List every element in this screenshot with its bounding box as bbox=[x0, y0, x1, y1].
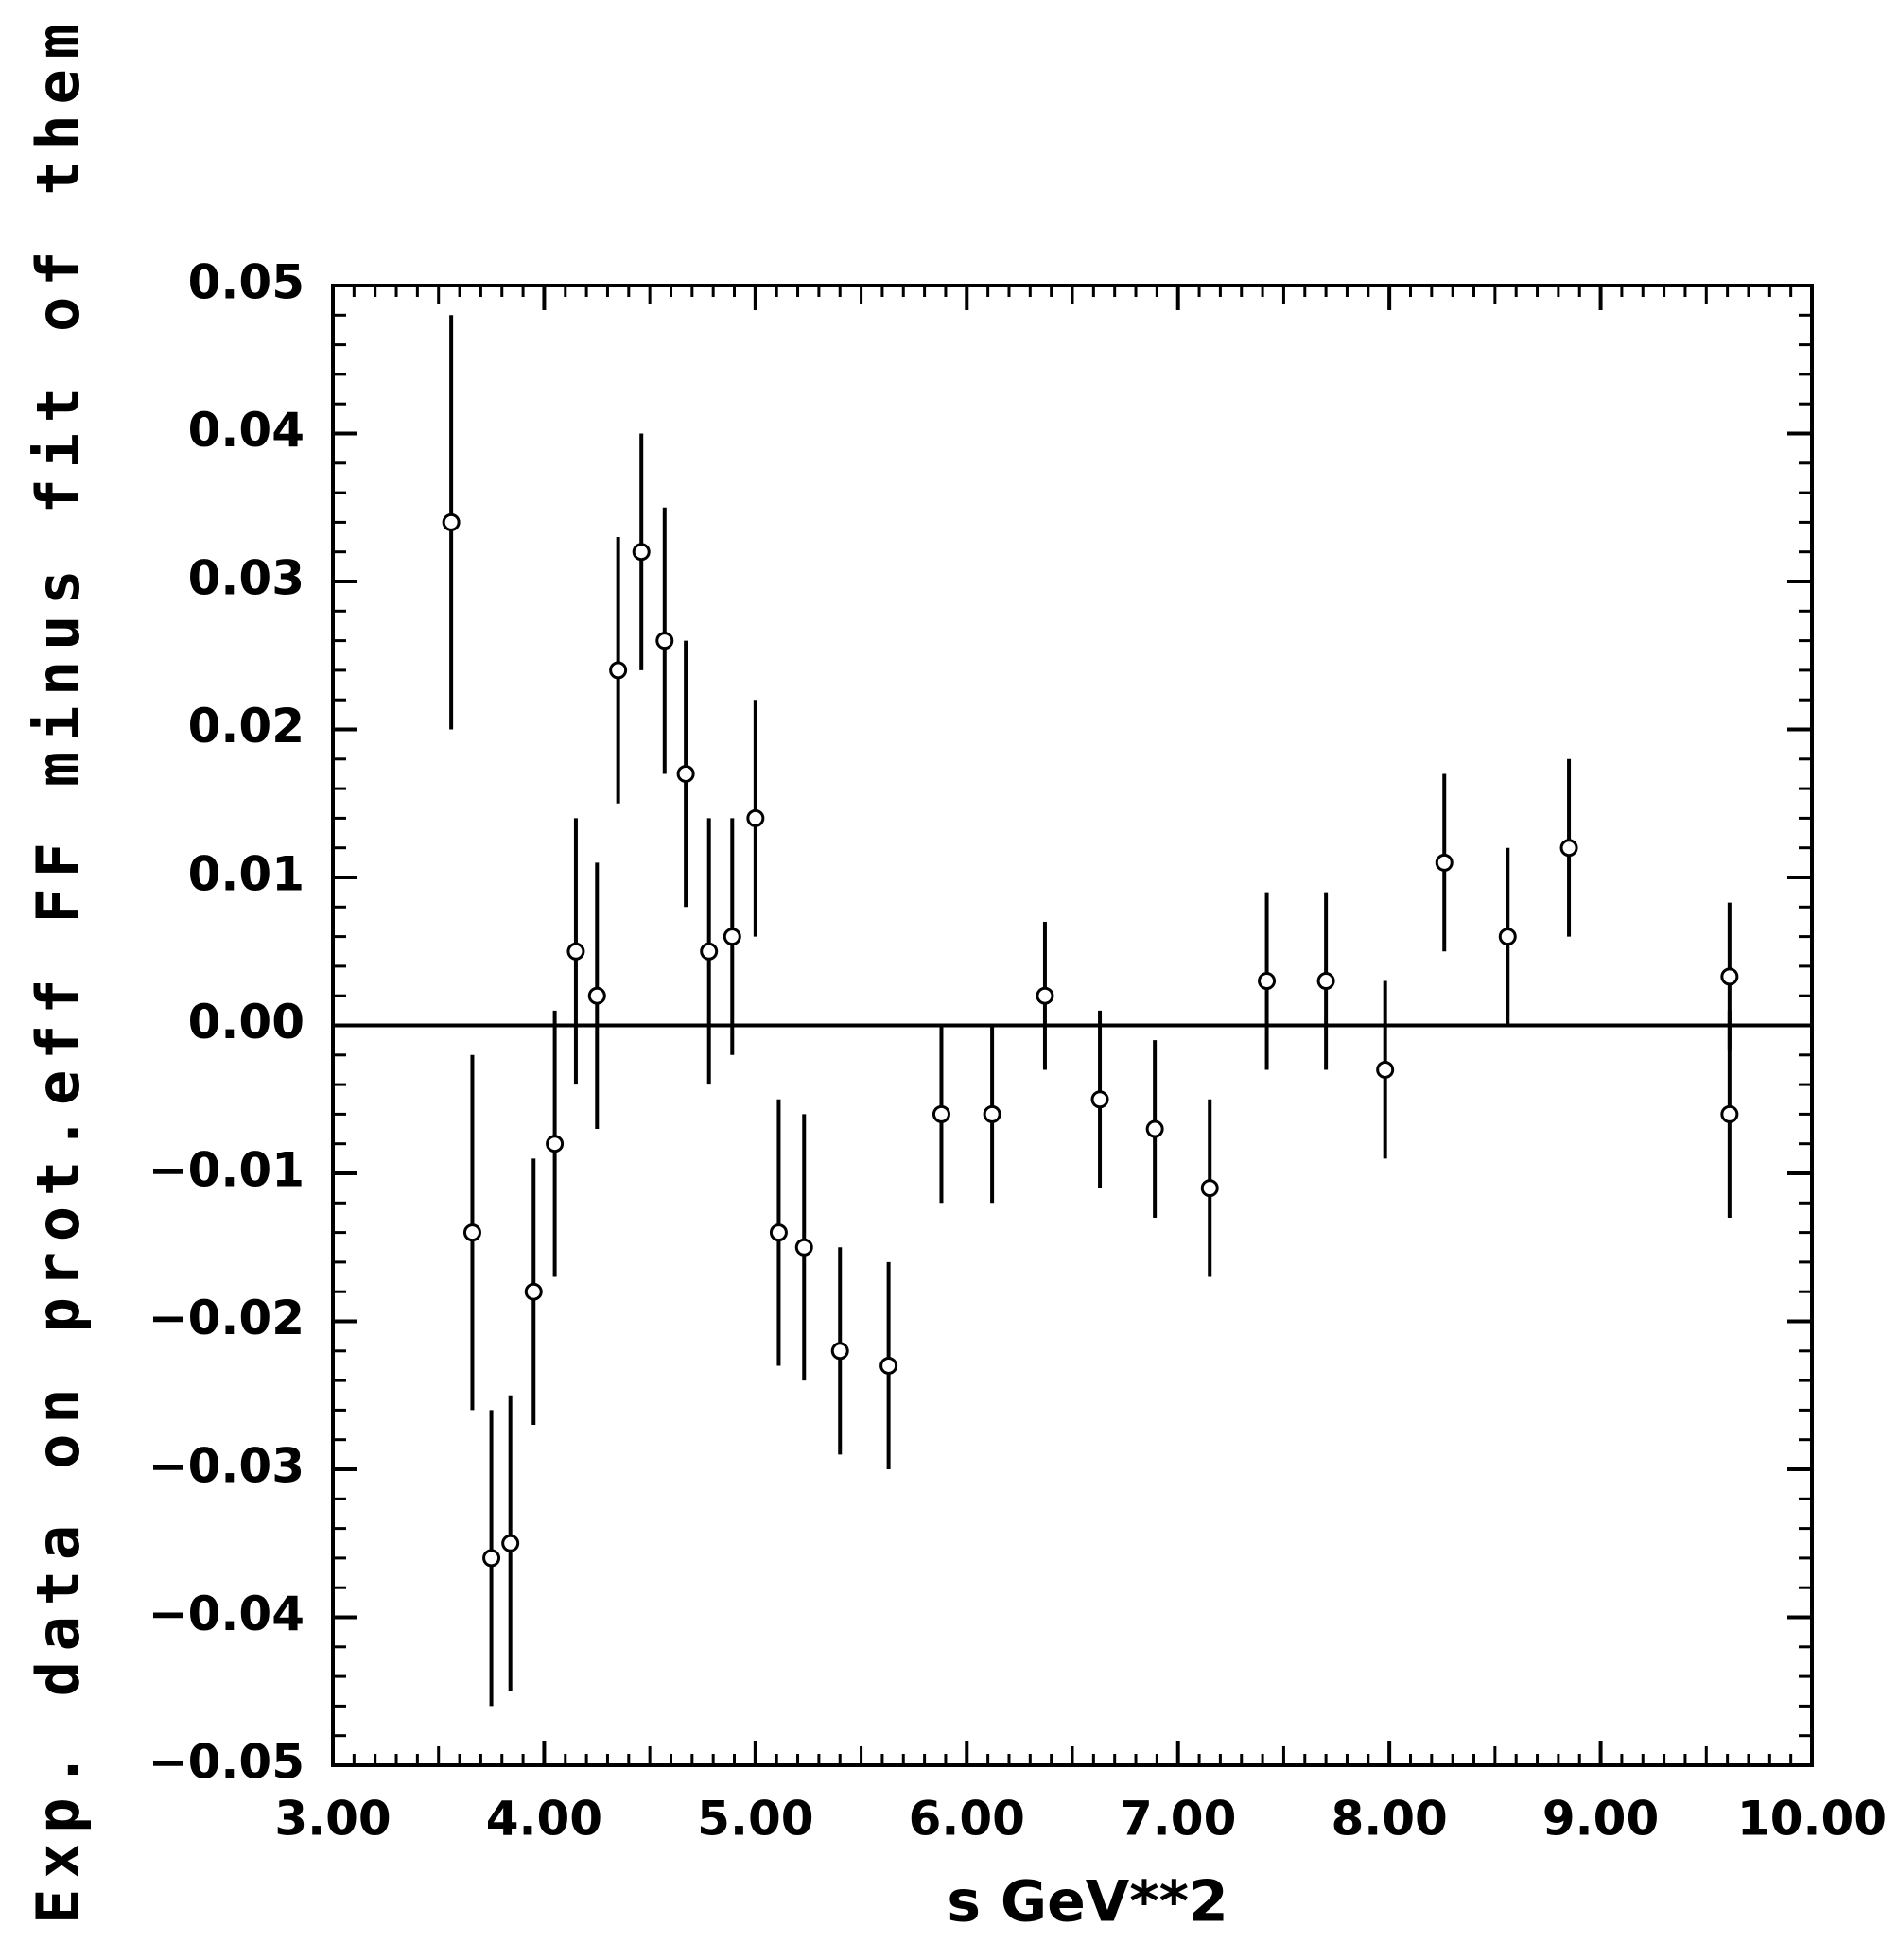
data-point bbox=[655, 632, 674, 650]
data-point bbox=[609, 661, 628, 680]
y-tick-label: 0.02 bbox=[188, 699, 305, 754]
data-point bbox=[442, 512, 461, 531]
data-point bbox=[1090, 1090, 1109, 1109]
data-point bbox=[1258, 972, 1277, 991]
data-point bbox=[1435, 853, 1454, 872]
data-point bbox=[1036, 986, 1054, 1005]
y-tick-label: −0.01 bbox=[148, 1143, 305, 1198]
data-point bbox=[700, 942, 719, 961]
data-point bbox=[501, 1534, 520, 1552]
y-axis-label: Exp. data on prot.eff FF minus fit of th… bbox=[24, 24, 93, 1924]
y-tick-label: 0.05 bbox=[188, 255, 305, 310]
y-tick-label: 0.03 bbox=[188, 551, 305, 606]
data-point bbox=[1498, 928, 1517, 946]
x-tick-label: 3.00 bbox=[274, 1792, 391, 1847]
data-point bbox=[546, 1135, 565, 1153]
y-tick-label: 0.00 bbox=[188, 995, 305, 1049]
x-axis-label: s GeV**2 bbox=[947, 1869, 1228, 1935]
x-tick-label: 7.00 bbox=[1120, 1792, 1236, 1847]
data-point bbox=[879, 1356, 898, 1375]
data-point bbox=[1720, 967, 1739, 986]
data-point bbox=[632, 543, 651, 562]
y-tick-label: −0.04 bbox=[148, 1587, 305, 1641]
data-point bbox=[769, 1223, 788, 1242]
data-point bbox=[830, 1342, 849, 1361]
x-tick-label: 5.00 bbox=[697, 1792, 813, 1847]
data-point bbox=[723, 928, 741, 946]
x-tick-label: 4.00 bbox=[486, 1792, 602, 1847]
y-tick-label: −0.05 bbox=[148, 1735, 305, 1790]
data-point bbox=[1376, 1060, 1395, 1079]
data-point bbox=[587, 986, 606, 1005]
x-tick-label: 8.00 bbox=[1331, 1792, 1447, 1847]
y-tick-label: 0.01 bbox=[188, 847, 305, 902]
data-point bbox=[524, 1282, 543, 1301]
data-point bbox=[566, 942, 585, 961]
x-tick-label: 6.00 bbox=[909, 1792, 1025, 1847]
data-point bbox=[1145, 1119, 1164, 1138]
data-point bbox=[1559, 839, 1578, 858]
data-point bbox=[462, 1223, 481, 1242]
data-point bbox=[1720, 1104, 1739, 1123]
data-point bbox=[1316, 972, 1335, 991]
y-tick-label: −0.03 bbox=[148, 1439, 305, 1494]
y-tick-label: 0.04 bbox=[188, 403, 305, 458]
data-point bbox=[794, 1238, 813, 1257]
data-point bbox=[482, 1549, 501, 1568]
x-tick-label: 9.00 bbox=[1542, 1792, 1659, 1847]
data-point bbox=[676, 764, 695, 783]
y-tick-label: −0.02 bbox=[148, 1291, 305, 1345]
data-point bbox=[1200, 1179, 1219, 1198]
data-point bbox=[932, 1104, 950, 1123]
data-point bbox=[983, 1104, 1001, 1123]
x-tick-label: 10.00 bbox=[1737, 1792, 1887, 1847]
data-point bbox=[746, 808, 765, 827]
